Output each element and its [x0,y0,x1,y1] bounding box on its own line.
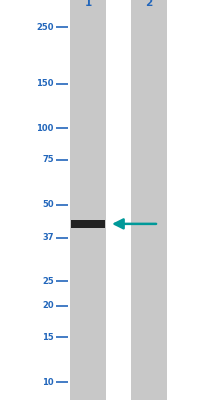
Text: 10: 10 [42,378,53,386]
Text: 15: 15 [42,333,53,342]
Text: 150: 150 [36,79,53,88]
Text: 100: 100 [36,124,53,133]
Text: 1: 1 [84,0,91,8]
Text: 20: 20 [42,301,53,310]
Text: 50: 50 [42,200,53,209]
Text: 250: 250 [36,23,53,32]
Text: 75: 75 [42,156,53,164]
Text: 2: 2 [144,0,152,8]
Bar [71,220,104,228]
Bar [130,0,166,400]
Text: 25: 25 [42,276,53,286]
Text: 37: 37 [42,233,53,242]
Bar [70,0,106,400]
